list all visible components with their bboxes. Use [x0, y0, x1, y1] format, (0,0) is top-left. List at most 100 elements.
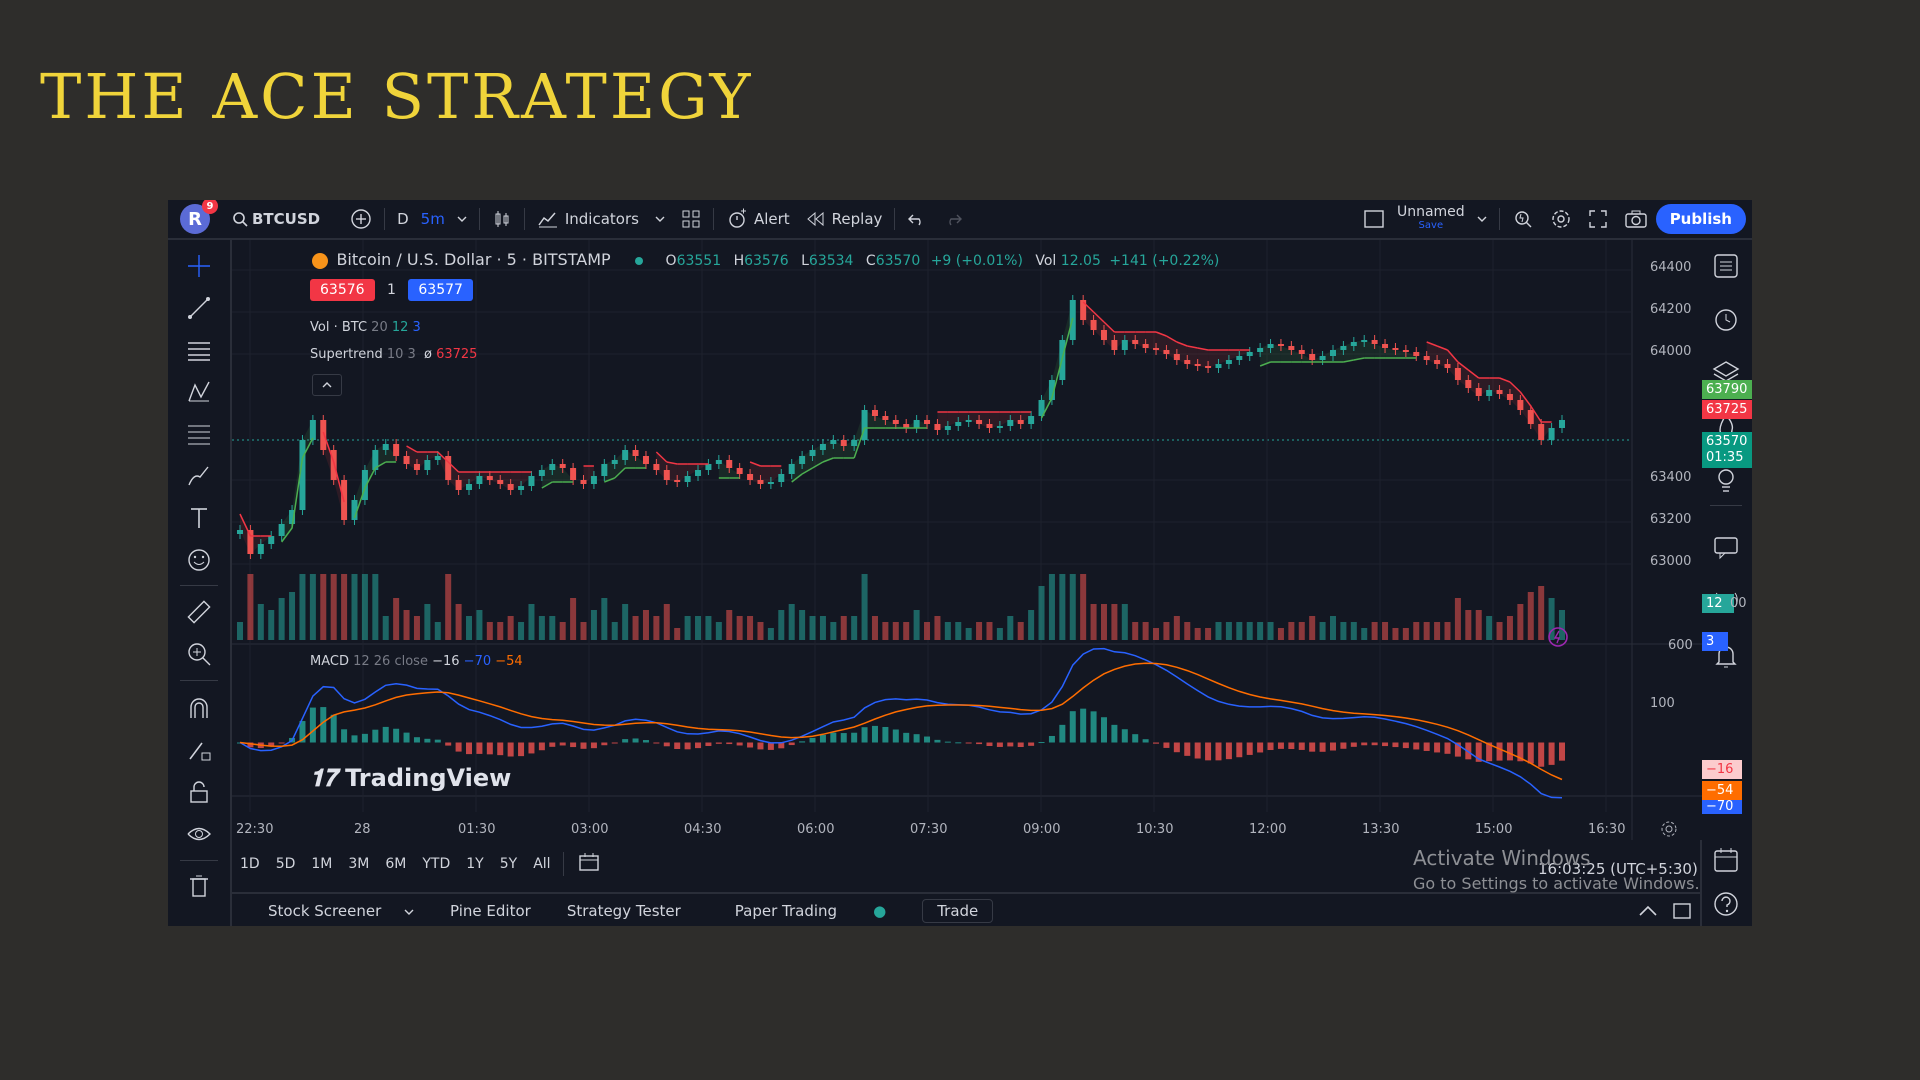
chevron-down-icon: [404, 909, 414, 915]
candle-body: [819, 444, 826, 450]
range-5y[interactable]: 5Y: [499, 856, 518, 872]
price-chart[interactable]: [232, 240, 1702, 840]
settings-button[interactable]: [1542, 200, 1580, 238]
time-label: 12:00: [1249, 822, 1287, 837]
candles-icon: [495, 211, 509, 227]
lock-tool[interactable]: [183, 776, 215, 808]
tab-paper-trading[interactable]: Paper Trading ●: [699, 902, 922, 920]
calendar-button[interactable]: [1710, 844, 1742, 876]
fib-tool[interactable]: [183, 418, 215, 450]
chart-area[interactable]: Bitcoin / U.S. Dollar · 5 · BITSTAMP O63…: [232, 240, 1752, 842]
candle-body: [809, 450, 816, 456]
alerts-panel-button[interactable]: [1710, 303, 1742, 335]
templates-button[interactable]: [673, 200, 709, 238]
range-all[interactable]: All: [533, 856, 551, 872]
bid-ask: 63576 1 63577: [310, 279, 473, 301]
volume-bar: [330, 574, 337, 640]
replay-button[interactable]: Replay: [798, 200, 891, 238]
macd-histogram-bar: [1340, 742, 1347, 749]
fullscreen-button[interactable]: [1580, 200, 1616, 238]
chat-button[interactable]: [1710, 532, 1742, 564]
trend-line-tool[interactable]: [183, 292, 215, 324]
candle-body: [1080, 300, 1087, 320]
range-1d[interactable]: 1D: [240, 856, 260, 872]
ruler-icon: [187, 600, 211, 624]
volume-bar: [1173, 616, 1180, 640]
axis-settings-button[interactable]: [1660, 820, 1678, 842]
gear-icon: [1551, 210, 1570, 228]
horizontal-lines-tool[interactable]: [183, 334, 215, 366]
watchlist-button[interactable]: [1710, 250, 1742, 282]
supertrend-legend[interactable]: Supertrend 10 3 ø 63725: [310, 347, 477, 362]
macd-histogram-bar: [1267, 742, 1274, 751]
candle-body: [986, 424, 993, 428]
snapshot-button[interactable]: [1616, 200, 1656, 238]
hide-tool[interactable]: [183, 818, 215, 850]
supertrend-fill: [677, 464, 688, 482]
volume-bar: [1038, 586, 1045, 640]
emoji-tool[interactable]: [183, 544, 215, 576]
ideas-button[interactable]: [1710, 464, 1742, 496]
tab-stock-screener[interactable]: Stock Screener: [232, 902, 432, 920]
clock[interactable]: 16:03:25 (UTC+5:30): [1538, 860, 1698, 878]
goto-date-button[interactable]: [562, 852, 608, 876]
publish-button[interactable]: Publish: [1655, 204, 1746, 234]
layout-dropdown[interactable]: [1469, 200, 1495, 238]
market-open-dot: [635, 257, 644, 265]
macd-legend[interactable]: MACD 12 26 close −16 −70 −54: [310, 654, 523, 669]
symbol-search[interactable]: BTCUSD: [224, 200, 328, 238]
redo-button[interactable]: [935, 200, 971, 238]
help-button[interactable]: [1710, 888, 1742, 920]
buy-price-button[interactable]: 63577: [408, 279, 473, 301]
pencil-lock-icon: [189, 742, 211, 761]
tab-strategy-tester[interactable]: Strategy Tester: [566, 902, 681, 920]
chart-type-button[interactable]: [484, 200, 520, 238]
interval-dropdown[interactable]: [449, 200, 475, 238]
tab-pine-editor[interactable]: Pine Editor: [450, 902, 531, 920]
zoom-tool[interactable]: [183, 638, 215, 670]
layout-name-button[interactable]: Unnamed Save: [1393, 200, 1469, 238]
volume-bar: [424, 604, 431, 640]
supertrend-line: [1093, 311, 1105, 323]
range-6m[interactable]: 6M: [385, 856, 407, 872]
indicators-button[interactable]: Indicators: [529, 200, 647, 238]
stay-drawing-tool[interactable]: [183, 734, 215, 766]
compare-button[interactable]: [342, 200, 380, 238]
text-tool[interactable]: [183, 502, 215, 534]
range-3m[interactable]: 3M: [348, 856, 370, 872]
watermark-line2: Go to Settings to activate Windows.: [1413, 874, 1700, 893]
candle-body: [1517, 400, 1524, 410]
volume-bar: [476, 610, 483, 640]
maximize-icon[interactable]: [1672, 902, 1692, 920]
sell-price-button[interactable]: 63576: [310, 279, 375, 301]
volume-legend[interactable]: Vol · BTC 20 12 3: [310, 320, 421, 335]
macd-axis-label: 100: [1650, 696, 1675, 711]
range-ytd[interactable]: YTD: [422, 856, 451, 872]
tab-trade[interactable]: Trade: [922, 899, 994, 923]
collapse-legend-button[interactable]: [312, 374, 342, 396]
macd-histogram-bar: [1017, 742, 1024, 748]
interval-day[interactable]: D: [397, 210, 409, 228]
volume-bar: [1277, 628, 1284, 640]
pattern-tool[interactable]: [183, 376, 215, 408]
notifications-button[interactable]: [1710, 640, 1742, 672]
undo-button[interactable]: [899, 200, 935, 238]
brush-tool[interactable]: [183, 460, 215, 492]
lightning-icon[interactable]: [1548, 627, 1568, 647]
quick-search-button[interactable]: [1504, 200, 1542, 238]
chevron-up-icon[interactable]: [1638, 904, 1658, 918]
measure-tool[interactable]: [183, 596, 215, 628]
range-5d[interactable]: 5D: [275, 856, 296, 872]
indicators-dropdown[interactable]: [647, 200, 673, 238]
interval-selected[interactable]: 5m: [420, 210, 445, 228]
alert-button[interactable]: Alert: [718, 200, 798, 238]
range-1m[interactable]: 1M: [311, 856, 333, 872]
remove-drawings-tool[interactable]: [183, 870, 215, 902]
crosshair-tool[interactable]: [183, 250, 215, 282]
candle-body: [1340, 346, 1347, 350]
magnet-tool[interactable]: [183, 692, 215, 724]
range-1y[interactable]: 1Y: [466, 856, 484, 872]
layout-toggle[interactable]: [1355, 200, 1393, 238]
volume-bar: [861, 574, 868, 640]
